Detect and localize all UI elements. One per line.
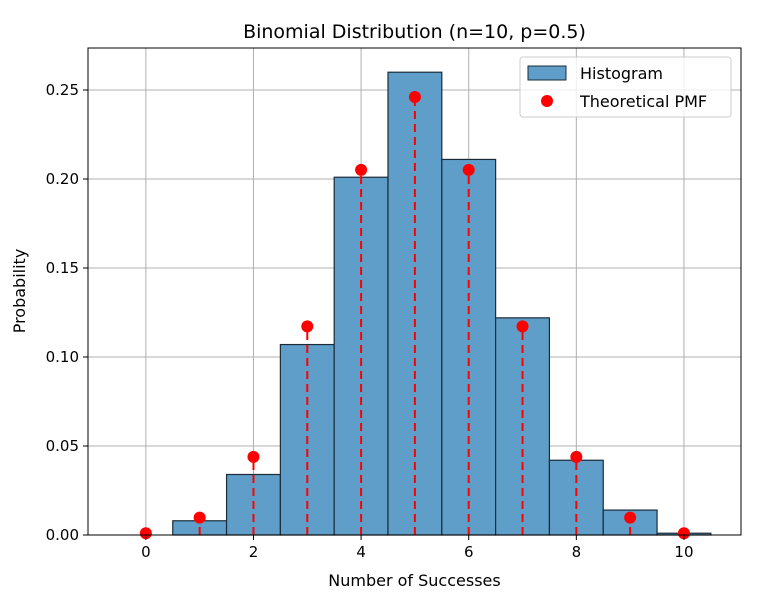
- pmf-point: [516, 320, 529, 333]
- legend-pmf-marker: [541, 95, 553, 107]
- x-tick-label: 10: [674, 543, 693, 561]
- histogram-bar: [387, 71, 443, 536]
- legend-box: [519, 56, 732, 118]
- y-tick-label: 0.05: [46, 437, 79, 455]
- y-tick-label: 0.00: [46, 526, 79, 544]
- legend-histogram-label: Histogram: [580, 64, 663, 83]
- pmf-point: [624, 511, 637, 524]
- pmf-point: [193, 511, 206, 524]
- pmf-point: [570, 450, 583, 463]
- pmf-point: [355, 163, 368, 176]
- legend-pmf-label: Theoretical PMF: [579, 92, 707, 111]
- y-tick-label: 0.20: [46, 170, 79, 188]
- pmf-point: [677, 527, 690, 540]
- x-tick-label: 0: [141, 543, 151, 561]
- y-axis-label: Probability: [10, 249, 29, 334]
- ticks: 0 2 4 6 8 10 0.00 0.05 0.10 0.15 0.20 0.25: [46, 81, 694, 561]
- x-tick-label: 2: [249, 543, 259, 561]
- chart-title: Binomial Distribution (n=10, p=0.5): [243, 21, 586, 43]
- pmf-point: [462, 163, 475, 176]
- x-axis-label: Number of Successes: [328, 571, 500, 590]
- plot-frame: [87, 47, 742, 536]
- y-tick-label: 0.15: [46, 259, 79, 277]
- histogram-bar: [548, 459, 604, 536]
- x-tick-label: 6: [464, 543, 474, 561]
- x-tick-label: 4: [356, 543, 366, 561]
- pmf-point: [301, 320, 314, 333]
- histogram-bars: [172, 71, 712, 536]
- legend: Histogram Theoretical PMF: [519, 56, 732, 118]
- pmf-point: [408, 90, 421, 103]
- y-tick-label: 0.10: [46, 348, 79, 366]
- pmf-point: [139, 527, 152, 540]
- legend-histogram-swatch: [527, 65, 567, 81]
- x-tick-label: 8: [572, 543, 582, 561]
- y-tick-label: 0.25: [46, 81, 79, 99]
- pmf-point: [247, 450, 260, 463]
- pmf-points: [139, 90, 690, 540]
